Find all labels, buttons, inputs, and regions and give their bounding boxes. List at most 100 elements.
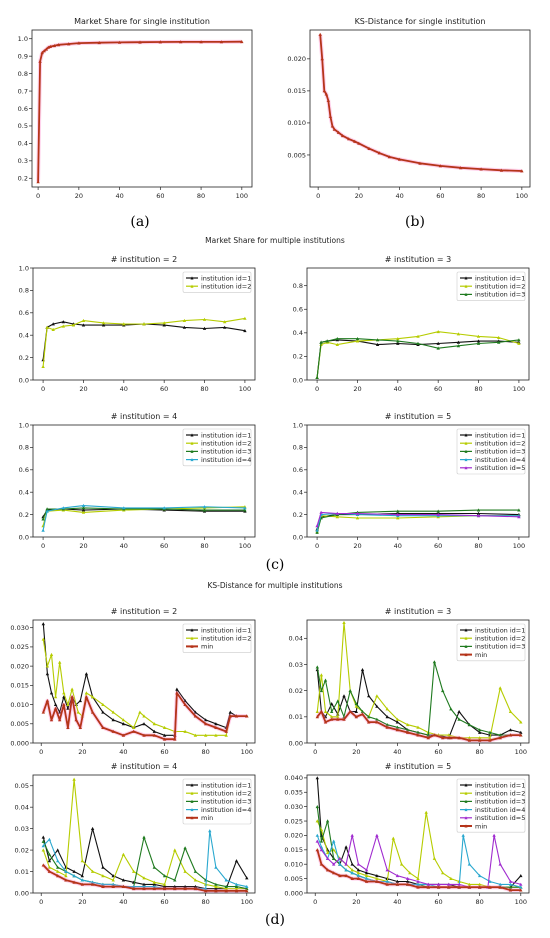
data-point — [49, 718, 54, 722]
data-point — [72, 777, 76, 781]
legend-label: institution id=3 — [201, 448, 251, 456]
data-point — [325, 868, 330, 872]
data-point — [41, 517, 45, 521]
data-point — [81, 510, 86, 514]
data-point — [223, 320, 227, 324]
data-point — [356, 862, 361, 866]
data-point — [58, 660, 62, 664]
legend-marker — [464, 466, 468, 470]
data-point — [367, 720, 371, 724]
data-point — [338, 862, 342, 866]
data-point — [336, 130, 341, 134]
series-line — [316, 515, 519, 532]
data-point — [335, 515, 339, 519]
data-point — [240, 40, 244, 44]
data-point — [449, 876, 453, 880]
data-point — [132, 887, 136, 891]
plot-frame — [32, 424, 256, 538]
data-point — [45, 699, 50, 703]
data-point — [416, 334, 420, 338]
data-point — [325, 856, 330, 860]
legend-box — [182, 623, 252, 653]
y-tick-label: 0.8 — [19, 444, 29, 452]
data-point — [152, 865, 156, 869]
data-point — [332, 839, 336, 843]
data-point — [56, 848, 60, 852]
data-point — [397, 157, 402, 161]
data-point — [426, 736, 430, 740]
data-point — [325, 819, 330, 823]
chart-d1: # institution = 2 0 20 40 60 80 100 0.000 0.005 0… — [10, 607, 256, 756]
data-point — [41, 835, 45, 839]
data-point — [375, 342, 380, 346]
data-point — [364, 868, 369, 872]
plot-frame — [32, 267, 256, 381]
data-point — [101, 725, 105, 729]
y-tick-label: 0.8 — [18, 70, 28, 78]
x-tick-label: 0 — [39, 748, 43, 756]
data-point — [48, 44, 52, 48]
data-point — [498, 686, 502, 690]
data-point — [488, 730, 492, 734]
data-point — [432, 660, 437, 664]
data-point — [508, 733, 513, 737]
data-point — [224, 884, 228, 888]
data-point — [457, 885, 461, 889]
data-point — [182, 318, 187, 322]
data-point — [315, 776, 319, 780]
data-point — [342, 694, 346, 698]
data-point — [416, 733, 420, 737]
legend-label: min — [475, 822, 487, 830]
data-point — [335, 337, 339, 341]
legend-box — [456, 623, 526, 662]
data-point — [315, 375, 319, 379]
x-tick-label: 20 — [78, 748, 86, 756]
legend-box — [456, 271, 526, 301]
data-point — [90, 710, 95, 714]
data-point — [74, 718, 78, 722]
data-point — [228, 710, 232, 714]
data-point — [315, 715, 319, 719]
x-tick-label: 20 — [79, 542, 87, 550]
data-point — [162, 321, 166, 325]
x-tick-label: 100 — [239, 385, 251, 393]
data-point — [418, 161, 422, 165]
data-point — [396, 337, 400, 341]
data-point — [315, 530, 319, 534]
series-line — [42, 864, 247, 892]
x-tick-label: 60 — [436, 192, 444, 200]
data-point — [56, 43, 61, 47]
legend-marker — [464, 292, 468, 296]
data-point — [436, 330, 440, 334]
data-point — [375, 876, 379, 880]
y-tick-label: 0.035 — [284, 789, 303, 797]
legend-box — [182, 428, 252, 467]
chart-title: # institution = 5 — [385, 762, 451, 771]
data-point — [158, 40, 162, 44]
plot-frame — [306, 619, 530, 744]
data-point — [67, 42, 71, 46]
data-point — [76, 710, 80, 714]
data-point — [360, 668, 365, 672]
y-tick-label: 0.00 — [289, 739, 303, 747]
data-point — [42, 49, 46, 53]
x-tick-label: 40 — [120, 542, 128, 550]
data-point — [51, 327, 55, 331]
data-point — [408, 871, 412, 875]
data-point — [204, 887, 208, 891]
data-point — [426, 882, 430, 886]
data-point — [101, 884, 105, 888]
data-point — [322, 89, 326, 93]
data-point — [406, 723, 410, 727]
legend-marker — [464, 791, 468, 795]
data-point — [315, 709, 319, 713]
series-halo — [36, 39, 242, 182]
data-point — [56, 869, 60, 873]
data-point — [214, 884, 218, 888]
data-point — [234, 882, 239, 886]
data-point — [121, 733, 126, 737]
legend-marker — [464, 783, 468, 787]
data-point — [45, 325, 49, 329]
plot-frame — [32, 619, 256, 744]
